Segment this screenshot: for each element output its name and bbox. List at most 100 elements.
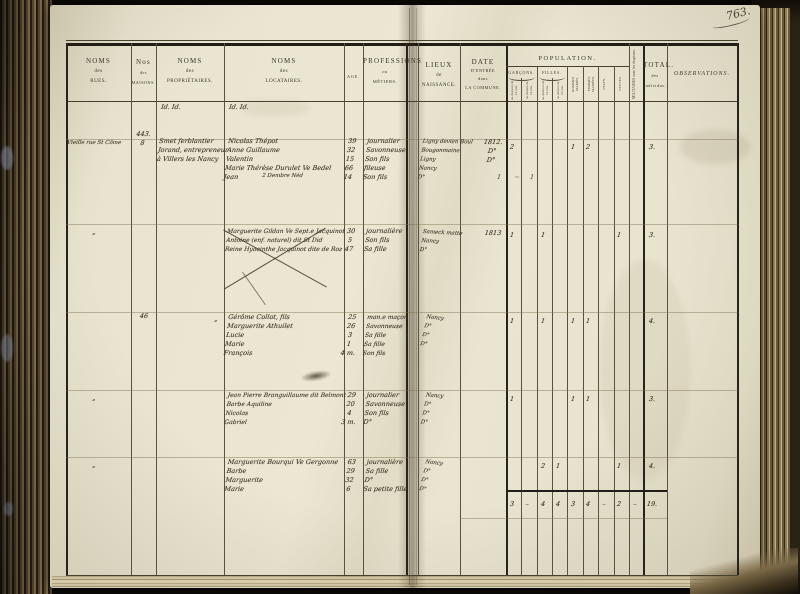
column-line	[363, 43, 364, 575]
column-line	[667, 43, 668, 575]
population-count: 2	[585, 143, 591, 151]
table-top-rule	[66, 40, 738, 41]
gutter-fold	[398, 5, 426, 588]
header-filles-plus-12: au-dessus de 12 ans.	[556, 81, 564, 99]
right-page-edge-line	[418, 43, 419, 575]
block-separator	[66, 312, 738, 313]
summary-count: 2	[616, 500, 622, 508]
summary-count: –	[601, 500, 607, 508]
population-count: 1	[540, 317, 546, 325]
locataires-ditto: Id. Id.	[228, 103, 250, 111]
population-count: 1	[585, 317, 591, 325]
header-hommes-maries: HOMMES MARIÉS.	[571, 76, 579, 92]
column-line	[643, 43, 645, 575]
entry-dates: 1813	[484, 229, 502, 237]
header-observations: OBSERVATIONS.	[673, 71, 731, 77]
blue-stain	[1, 146, 13, 170]
block-separator	[66, 139, 738, 140]
blue-stain	[1, 334, 13, 362]
header-veufs: VEUFS.	[602, 78, 606, 90]
block-total: 3.	[648, 143, 656, 151]
population-count: 1	[570, 143, 576, 151]
page-stack-right-edge	[752, 0, 800, 594]
population-count: 1	[555, 462, 561, 470]
house-number: 46	[139, 312, 149, 320]
birthplaces: Sameck matte Nancy D°	[419, 228, 463, 254]
left-page-edge-line	[406, 43, 408, 575]
column-line	[224, 43, 225, 575]
header-locataires: NOMS des LOCATAIRES.	[265, 57, 303, 84]
subcolumn-line	[537, 66, 538, 575]
block-separator	[66, 224, 738, 225]
summary-count: 4	[540, 500, 546, 508]
paper-blemish	[600, 260, 690, 480]
header-date-entree: DATE D'ENTRÉE dans LA COMMUNE.	[465, 58, 501, 90]
header-age: AGE.	[346, 74, 361, 79]
subcolumn-line	[552, 78, 553, 575]
block-separator	[66, 457, 738, 458]
gutter-crease	[416, 8, 417, 585]
street-name: Vieille rue St Côme	[66, 140, 122, 146]
column-line	[131, 43, 132, 575]
header-filles: FILLES.	[542, 70, 562, 75]
block-total: 3.	[648, 231, 656, 239]
block-total: 3.	[648, 395, 656, 403]
header-lieux: LIEUX de NAISSANCE.	[421, 61, 457, 88]
population-count: 1	[570, 317, 576, 325]
summary-count: 3	[509, 500, 515, 508]
summary-total: 19.	[646, 500, 658, 508]
population-count: 1	[616, 462, 622, 470]
population-count: 1	[509, 317, 515, 325]
population-count: 1	[616, 231, 622, 239]
header-total: TOTAL. des individus.	[643, 61, 675, 88]
header-professions: PROFESSIONS ou MÉTIERS.	[363, 57, 423, 84]
gutter-crease	[409, 8, 410, 585]
subcolumn-line	[567, 66, 568, 575]
column-line	[629, 43, 630, 575]
population-count: 1	[585, 395, 591, 403]
table-bottom-border	[66, 575, 738, 576]
summary-count: 3	[570, 500, 576, 508]
table-top-border	[66, 43, 738, 46]
summary-count: 4	[555, 500, 561, 508]
tenant-names: Gérôme Collot, fils Marguerite Athuilet …	[223, 313, 294, 357]
tenant-professions: journalier Savonneuse Son fils fileuse S…	[362, 137, 407, 181]
block-total: 4.	[648, 317, 656, 325]
street-ditto: „	[91, 228, 97, 236]
summary-count: 4	[585, 500, 591, 508]
header-filles-moins-12: au-dessous de 12 ans.	[541, 80, 549, 100]
tenant-professions: journalière Son fils Sa fille	[363, 227, 403, 253]
tenant-professions: journalier Savonneuse Son fils D°	[362, 391, 406, 426]
paper-blemish	[680, 130, 750, 164]
subcolumn-line	[521, 78, 522, 575]
tenant-note: 2 Dembre Néd	[261, 173, 304, 179]
header-militaires: MILITAIRES sous les drapeaux.	[632, 49, 636, 99]
subcolumn-line	[583, 66, 584, 575]
header-population: POPULATION.	[538, 55, 597, 62]
proprietaires-ditto: Id. Id.	[160, 103, 182, 111]
population-count: 2	[509, 143, 515, 151]
page-bottom-edge	[52, 576, 752, 587]
tenant-names: Jean Pierre Branguillaume dit Belmont Ba…	[223, 392, 347, 426]
subcolumn-line	[598, 66, 599, 575]
header-garcons-moins-12: au-dessous de 12 ans.	[510, 80, 518, 100]
paper-blemish	[240, 100, 310, 116]
header-bottom-rule	[66, 101, 738, 102]
summary-top-rule	[506, 490, 667, 492]
tenant-ages: 30 5 47	[344, 227, 356, 253]
header-rues: NOMS des RUES.	[85, 57, 112, 84]
population-count: 1	[509, 395, 515, 403]
proprietor-ditto: „	[213, 315, 219, 323]
house-number: 443. 8	[135, 130, 152, 147]
proprietors: Smet ferblantier Jorand, entrepreneur à …	[156, 137, 229, 163]
ink-mark: 1	[529, 173, 535, 181]
birthplaces: Ligny devien Boul Bougonmaine Ligny Nanc…	[417, 138, 474, 181]
blue-stain	[4, 502, 13, 516]
header-garcons: GARÇONS.	[508, 70, 535, 75]
header-proprietaires: NOMS des PROPRIÉTAIRES.	[167, 57, 213, 84]
column-line	[344, 43, 345, 575]
population-count: 1	[570, 395, 576, 403]
tenant-professions: journalière Sa fille D° Sa petite fille	[362, 458, 408, 493]
page-corner-curl	[690, 548, 798, 594]
